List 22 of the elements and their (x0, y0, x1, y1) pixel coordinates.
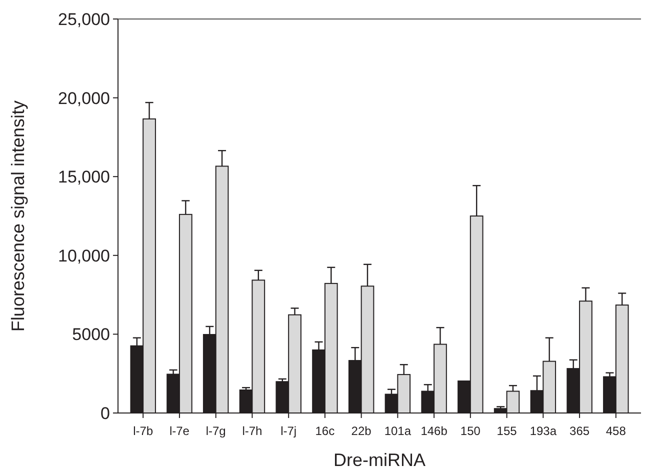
x-tick-label: l-7b (133, 424, 154, 438)
x-tick-label: 193a (530, 424, 557, 438)
x-tick-label: 101a (384, 424, 412, 438)
x-tick-label: 458 (606, 424, 626, 438)
y-tick-label: 5000 (72, 325, 110, 344)
x-axis-title: Dre-miRNA (334, 450, 426, 470)
y-axis-title: Fluorescence signal intensity (8, 100, 28, 332)
y-tick-label: 15,000 (58, 168, 110, 187)
x-tick-label: 365 (570, 424, 590, 438)
x-tick-label: 16c (315, 424, 335, 438)
x-tick-label: l-7j (280, 424, 297, 438)
x-tick-label: 155 (496, 424, 518, 438)
y-tick-label: 20,000 (58, 88, 110, 108)
x-tick-label: 150 (460, 424, 481, 438)
x-tick-label: 22b (351, 424, 372, 438)
y-tick-label: 0 (100, 404, 110, 423)
x-tick-label: l-7e (169, 424, 190, 438)
x-tick-label: 146b (420, 424, 448, 438)
y-tick-label: 25,000 (58, 10, 110, 29)
x-tick-label: l-7g (206, 424, 226, 438)
x-tick-label: l-7h (242, 424, 262, 438)
y-tick-label: 10,000 (58, 246, 110, 266)
